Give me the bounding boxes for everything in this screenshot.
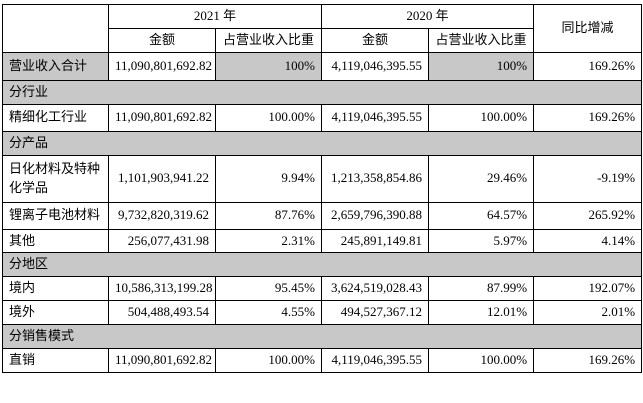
cell-amount-2020: 4,119,046,395.55: [321, 348, 430, 373]
cell-share-2021: 100%: [214, 51, 323, 81]
cell-amount-2021: 1,101,903,941.22: [108, 154, 216, 203]
row-label: 境外: [2, 300, 109, 326]
row-label: 精细化工行业: [2, 103, 109, 132]
cell-amount-2020: 4,119,046,395.55: [321, 51, 430, 81]
share-2020-header: 占营业收入比重: [428, 27, 535, 53]
row-label: 营业收入合计: [2, 51, 109, 81]
table-row-other: 其他 256,077,431.98 2.31% 245,891,149.81 5…: [2, 228, 643, 254]
table-row-total-revenue: 营业收入合计 11,090,801,692.82 100% 4,119,046,…: [2, 51, 643, 81]
cell-yoy: 4.14%: [533, 228, 643, 254]
cell-amount-2021: 504,488,493.54: [108, 300, 216, 326]
cell-share-2020: 12.01%: [428, 300, 535, 326]
cell-share-2021: 4.55%: [214, 300, 323, 326]
table-row-direct-sales: 直销 11,090,801,692.82 100.00% 4,119,046,3…: [2, 348, 643, 373]
cell-share-2021: 2.31%: [214, 228, 323, 254]
row-label: 日化材料及特种化学品: [2, 154, 109, 203]
cell-share-2020: 5.97%: [428, 228, 535, 254]
yoy-header: 同比增减: [533, 4, 643, 53]
cell-amount-2021: 11,090,801,692.82: [108, 103, 216, 132]
section-row-by-product: 分产品: [1, 130, 643, 156]
cell-yoy: 169.26%: [533, 348, 643, 373]
cell-yoy: 192.07%: [533, 276, 643, 302]
cell-share-2020: 87.99%: [428, 276, 535, 302]
share-2021-header: 占营业收入比重: [214, 27, 323, 53]
row-label: 锂离子电池材料: [2, 201, 109, 230]
cell-yoy: -9.19%: [533, 154, 643, 203]
section-row-by-region: 分地区: [1, 252, 643, 278]
cell-yoy: 265.92%: [533, 201, 643, 230]
table-row-daily-chemical-materials: 日化材料及特种化学品 1,101,903,941.22 9.94% 1,213,…: [2, 154, 643, 203]
cell-amount-2021: 10,586,313,199.28: [108, 276, 216, 302]
section-label: 分地区: [1, 252, 643, 278]
section-label: 分销售模式: [1, 324, 643, 350]
row-label: 其他: [2, 228, 109, 254]
cell-share-2021: 100.00%: [214, 103, 323, 132]
cell-yoy: 169.26%: [533, 103, 643, 132]
cell-share-2020: 100.00%: [428, 103, 535, 132]
cell-amount-2020: 3,624,519,028.43: [321, 276, 430, 302]
amount-2020-header: 金额: [321, 27, 430, 53]
section-label: 分行业: [1, 79, 643, 105]
cell-amount-2021: 11,090,801,692.82: [108, 348, 216, 373]
table-row-domestic: 境内 10,586,313,199.28 95.45% 3,624,519,02…: [2, 276, 643, 302]
revenue-breakdown-table: 2021 年 2020 年 同比增减 金额 占营业收入比重 金额 占营业收入比重…: [1, 4, 643, 373]
section-label: 分产品: [1, 130, 643, 156]
table-row-fine-chemicals: 精细化工行业 11,090,801,692.82 100.00% 4,119,0…: [2, 103, 643, 132]
year-2021-header: 2021 年: [107, 4, 323, 29]
cell-yoy: 169.26%: [533, 51, 643, 81]
corner-cell: [2, 4, 109, 53]
cell-yoy: 2.01%: [533, 300, 643, 326]
cell-amount-2021: 256,077,431.98: [108, 228, 216, 254]
section-row-by-sales-model: 分销售模式: [1, 324, 643, 350]
table-row-lithium-battery-materials: 锂离子电池材料 9,732,820,319.62 87.76% 2,659,79…: [2, 201, 643, 230]
cell-amount-2020: 245,891,149.81: [321, 228, 430, 254]
row-label: 境内: [2, 276, 109, 302]
cell-share-2020: 100.00%: [428, 348, 535, 373]
cell-share-2021: 100.00%: [214, 348, 323, 373]
amount-2021-header: 金额: [108, 27, 216, 53]
header-row-metrics: 金额 占营业收入比重 金额 占营业收入比重: [3, 27, 642, 53]
section-row-by-industry: 分行业: [1, 79, 643, 105]
year-2020-header: 2020 年: [321, 4, 535, 29]
cell-share-2020: 100%: [428, 51, 535, 81]
cell-share-2021: 87.76%: [214, 201, 323, 230]
table-row-overseas: 境外 504,488,493.54 4.55% 494,527,367.12 1…: [2, 300, 643, 326]
cell-amount-2021: 9,732,820,319.62: [108, 201, 216, 230]
header-row-years: 2021 年 2020 年 同比增减: [2, 4, 643, 53]
cell-share-2020: 29.46%: [428, 154, 535, 203]
cell-share-2020: 64.57%: [428, 201, 535, 230]
cell-share-2021: 9.94%: [214, 154, 323, 203]
row-label: 直销: [2, 348, 109, 373]
cell-amount-2021: 11,090,801,692.82: [108, 51, 216, 81]
cell-share-2021: 95.45%: [214, 276, 323, 302]
cell-amount-2020: 4,119,046,395.55: [321, 103, 430, 132]
cell-amount-2020: 494,527,367.12: [321, 300, 430, 326]
cell-amount-2020: 2,659,796,390.88: [321, 201, 430, 230]
cell-amount-2020: 1,213,358,854.86: [321, 154, 430, 203]
